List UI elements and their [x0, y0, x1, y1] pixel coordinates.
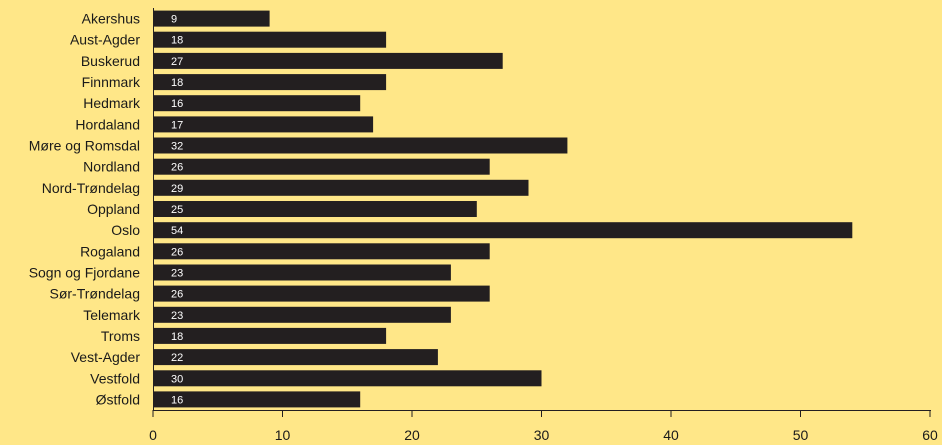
bar-value-label: 30 — [171, 373, 183, 385]
bar — [153, 116, 374, 133]
bar-value-label: 18 — [171, 77, 183, 89]
category-label: Sogn og Fjordane — [29, 265, 141, 281]
x-tick-label: 50 — [793, 427, 809, 443]
bar — [153, 370, 542, 387]
bar-value-label: 23 — [171, 310, 183, 322]
x-tick-label: 10 — [275, 427, 291, 443]
bar — [153, 10, 270, 27]
bar — [153, 74, 387, 91]
bar — [153, 222, 853, 239]
bar-value-label: 9 — [171, 14, 177, 26]
category-label: Sør-Trøndelag — [49, 286, 140, 302]
x-tick-label: 30 — [534, 427, 550, 443]
bar-value-label: 27 — [171, 56, 183, 68]
bar — [153, 285, 490, 302]
category-label: Oslo — [111, 222, 140, 238]
category-label: Vestfold — [90, 370, 140, 386]
category-label: Nordland — [83, 159, 140, 175]
bar — [153, 95, 361, 112]
bar — [153, 201, 477, 217]
bar — [153, 31, 387, 48]
bar-value-label: 26 — [171, 162, 183, 174]
bar-value-label: 16 — [171, 394, 183, 406]
bar — [153, 52, 503, 69]
bar-value-label: 18 — [171, 35, 183, 47]
category-label: Telemark — [83, 307, 141, 323]
category-label: Østfold — [96, 391, 140, 407]
bar-value-label: 54 — [171, 225, 183, 237]
x-tick-label: 20 — [404, 427, 420, 443]
bar — [153, 391, 361, 408]
bar-value-label: 16 — [171, 98, 183, 110]
category-label: Buskerud — [81, 53, 140, 69]
bar-value-label: 23 — [171, 268, 183, 280]
bar-value-label: 25 — [171, 204, 183, 216]
bar-value-label: 32 — [171, 141, 183, 153]
x-tick-label: 40 — [663, 427, 679, 443]
category-label: Finnmark — [82, 74, 141, 90]
category-label: Aust-Agder — [70, 32, 140, 48]
bar-value-label: 22 — [171, 352, 183, 364]
category-label: Vest-Agder — [71, 349, 141, 365]
category-label: Møre og Romsdal — [29, 138, 140, 154]
bar — [153, 158, 490, 175]
x-tick-label: 0 — [149, 427, 157, 443]
category-label: Hedmark — [83, 95, 141, 111]
category-label: Rogaland — [80, 243, 140, 259]
bar-value-label: 26 — [171, 246, 183, 258]
category-label: Akershus — [82, 11, 140, 27]
bar — [153, 137, 568, 154]
bar — [153, 306, 451, 323]
bar — [153, 349, 438, 366]
category-label: Troms — [101, 328, 140, 344]
category-label: Oppland — [87, 201, 140, 217]
bar-value-label: 29 — [171, 183, 183, 195]
bar-value-label: 17 — [171, 119, 183, 131]
bar — [153, 264, 451, 281]
category-label: Hordaland — [75, 116, 140, 132]
category-label: Nord-Trøndelag — [42, 180, 140, 196]
bar — [153, 327, 387, 344]
bar-value-label: 18 — [171, 331, 183, 343]
bar — [153, 179, 529, 196]
x-tick-label: 60 — [922, 427, 938, 443]
bar — [153, 243, 490, 260]
bar-value-label: 26 — [171, 289, 183, 301]
